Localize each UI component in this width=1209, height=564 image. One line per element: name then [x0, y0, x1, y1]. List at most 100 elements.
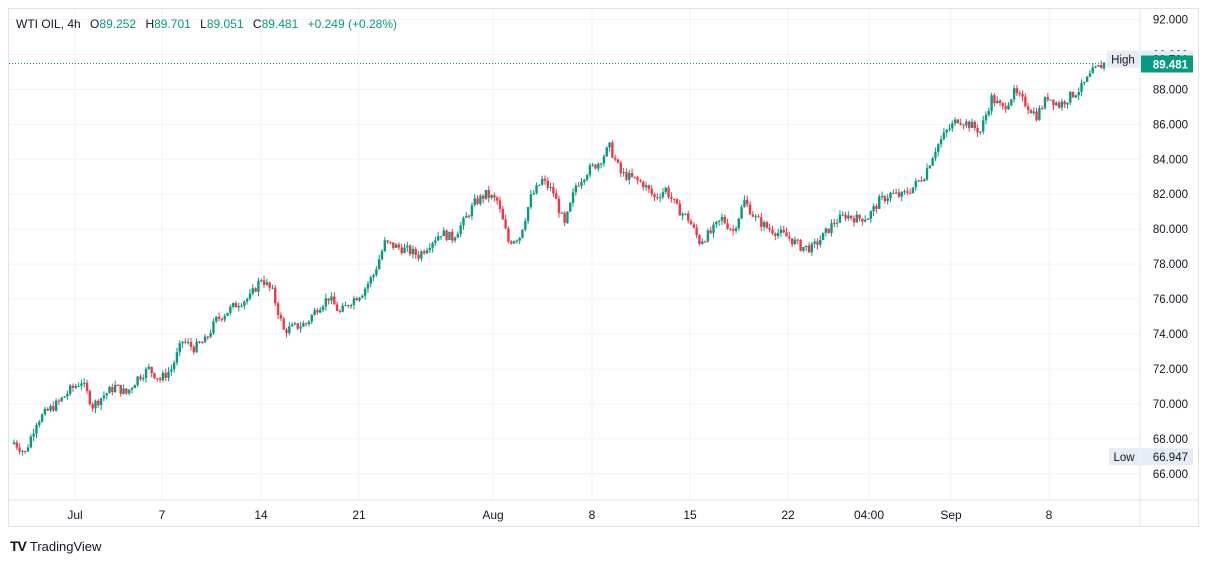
candle-body [574, 185, 578, 193]
candle-body [934, 151, 937, 159]
brand-name: TradingView [29, 538, 102, 554]
candle-body [512, 241, 516, 244]
candle-body [1080, 82, 1083, 92]
candle-body [805, 245, 808, 247]
candle-body [639, 180, 642, 182]
candle-body [869, 211, 873, 219]
candle-body [540, 178, 544, 185]
candle-body [35, 425, 38, 434]
candle-body [757, 216, 760, 218]
low-marker-tag [1109, 448, 1140, 466]
candle-body [790, 238, 794, 245]
candle-body [532, 193, 535, 195]
candle-body [588, 165, 592, 176]
candle-body [445, 230, 448, 240]
candle-body [63, 396, 66, 398]
low-marker-label: Low [1113, 452, 1135, 464]
candle-body [807, 245, 811, 253]
candle-body [212, 321, 215, 334]
candle-body [164, 372, 167, 378]
candle-body [1060, 101, 1064, 108]
candle-body [630, 173, 634, 177]
x-tick-label: 21 [352, 508, 366, 522]
candle-body [52, 406, 55, 411]
candle-body [425, 250, 429, 254]
candle-body [970, 121, 974, 128]
interval-label: 4h [67, 17, 81, 31]
candle-body [156, 378, 159, 380]
candle-body [201, 342, 204, 344]
candle-body [535, 185, 538, 194]
candle-body [748, 204, 752, 215]
candle-body [664, 187, 667, 193]
candle-body [1069, 91, 1072, 103]
candle-body [667, 187, 670, 197]
candle-body [29, 436, 33, 448]
candle-body [125, 388, 128, 394]
candle-body [276, 303, 280, 315]
candle-body [959, 123, 962, 125]
high-label: H [145, 17, 155, 31]
candle-body [490, 195, 493, 198]
candle-body [515, 240, 519, 242]
candle-body [1074, 95, 1078, 98]
candle-body [1063, 101, 1066, 105]
candle-body [878, 196, 881, 209]
candle-body [349, 305, 353, 307]
x-tick-label: 7 [159, 508, 166, 522]
candle-body [1066, 102, 1069, 105]
candle-body [414, 248, 417, 255]
candle-body [785, 232, 788, 237]
candle-body [1071, 91, 1075, 98]
candle-body [108, 386, 111, 394]
candle-body [715, 221, 718, 225]
candle-body [411, 248, 415, 255]
candle-body [613, 157, 617, 160]
candle-body [543, 178, 547, 181]
candle-body [467, 215, 471, 217]
candle-body [670, 196, 673, 199]
candle-body [538, 184, 541, 186]
candle-body [1001, 103, 1005, 107]
candle-body [967, 121, 971, 128]
candle-body [591, 164, 594, 166]
candle-body [642, 181, 645, 188]
candle-body [1004, 106, 1007, 110]
candle-body [18, 447, 21, 452]
candle-body [751, 214, 755, 217]
close-value: 89.481 [261, 17, 299, 31]
candle-body [616, 159, 620, 163]
candle-body [1091, 67, 1094, 74]
candle-body [998, 100, 1002, 104]
candle-body [524, 220, 527, 230]
y-tick-label: 66.000 [1153, 469, 1188, 481]
candle-body [1018, 93, 1021, 95]
candle-body [920, 180, 923, 182]
candle-body [557, 198, 561, 213]
candle-body [928, 165, 932, 169]
candle-body [782, 229, 785, 233]
candle-body [692, 224, 696, 228]
candle-body [855, 214, 858, 223]
candle-body [142, 378, 145, 380]
x-tick-label: 04:00 [854, 508, 884, 522]
candle-body [220, 318, 224, 320]
candle-body [569, 202, 572, 212]
candle-body [709, 230, 712, 233]
candle-body [802, 246, 805, 251]
y-tick-label: 92.000 [1153, 14, 1188, 26]
candle-body [77, 385, 80, 387]
candle-body [57, 400, 61, 402]
candle-body [333, 296, 336, 305]
candle-body [701, 241, 704, 244]
candle-body [355, 298, 358, 301]
candle-body [170, 369, 173, 372]
candle-body [459, 225, 462, 234]
candle-body [288, 326, 291, 334]
price-chart[interactable]: 92.00090.00088.00086.00084.00082.00080.0… [0, 0, 1209, 530]
candle-body [32, 433, 35, 437]
candle-body [1094, 66, 1097, 68]
candle-body [507, 228, 510, 242]
candle-body [352, 298, 356, 306]
candle-body [15, 442, 19, 448]
